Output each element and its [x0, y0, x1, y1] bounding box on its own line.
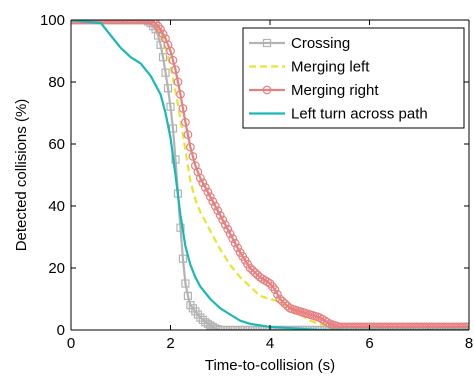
data-point: [196, 313, 205, 322]
series-line: [71, 20, 469, 330]
data-point: [156, 24, 165, 34]
legend-label: Left turn across path: [291, 106, 428, 123]
series-merging-right: [71, 20, 469, 330]
data-point: [168, 55, 178, 65]
data-point: [183, 130, 193, 140]
legend-marker: [262, 38, 272, 48]
data-point: [188, 151, 198, 161]
x-tick-label: 6: [365, 335, 373, 352]
data-point: [161, 68, 170, 77]
data-point: [213, 206, 223, 216]
legend-label: Merging left: [291, 59, 370, 76]
data-point: [228, 234, 238, 243]
data-point: [248, 265, 257, 275]
legend-label: Crossing: [291, 35, 350, 52]
data-point: [233, 243, 243, 253]
data-point: [158, 29, 168, 39]
data-point: [166, 102, 175, 111]
data-point: [171, 65, 180, 74]
data-point: [203, 187, 213, 197]
data-point: [218, 215, 228, 225]
data-point: [223, 224, 233, 234]
x-tick-label: 2: [166, 335, 174, 352]
data-point: [210, 201, 220, 211]
data-point: [178, 103, 188, 113]
data-point: [200, 182, 210, 192]
data-point: [263, 277, 272, 287]
x-tick-label: 0: [67, 335, 75, 352]
y-axis-label: Detected collisions (%): [13, 99, 30, 252]
data-point: [230, 238, 240, 248]
legend-item: Crossing: [249, 35, 350, 52]
data-point: [225, 229, 235, 239]
data-point: [171, 155, 180, 164]
data-point: [280, 299, 290, 309]
data-point: [250, 268, 260, 278]
data-point: [178, 254, 188, 263]
data-point: [198, 178, 208, 188]
y-tick-label: 100: [40, 12, 65, 29]
data-point: [195, 173, 205, 183]
data-point: [245, 263, 255, 273]
data-point: [148, 20, 158, 26]
legend-item: Merging left: [249, 59, 370, 76]
x-tick-label: 8: [465, 335, 473, 352]
y-tick-label: 20: [48, 260, 65, 277]
data-point: [275, 294, 285, 304]
data-point: [185, 142, 195, 152]
series-left-turn-across-path: [71, 20, 469, 330]
data-point: [176, 223, 185, 232]
y-tick-label: 60: [48, 136, 65, 153]
legend: Crossing Merging left Merging right Left tu…: [242, 27, 465, 129]
legend-label: Merging right: [291, 82, 379, 99]
x-tick-label: 4: [266, 335, 274, 352]
data-point: [220, 220, 230, 230]
data-point: [183, 291, 193, 300]
legend-box: [242, 27, 465, 129]
x-axis-label: Time-to-collision (s): [205, 357, 335, 374]
data-point: [163, 84, 173, 93]
y-tick-label: 0: [57, 322, 65, 339]
data-point: [181, 279, 190, 288]
legend-item: Left turn across path: [249, 106, 428, 123]
data-point: [205, 192, 215, 202]
y-tick-label: 40: [48, 198, 65, 215]
data-point: [322, 317, 332, 327]
data-point: [176, 89, 185, 99]
y-tick-label: 80: [48, 74, 65, 91]
data-point: [278, 296, 287, 306]
data-point: [158, 53, 168, 62]
data-point: [462, 322, 469, 330]
data-point: [166, 46, 175, 56]
data-point: [173, 77, 183, 87]
data-point: [273, 289, 282, 299]
legend-item: Merging right: [249, 82, 379, 99]
data-point: [215, 210, 225, 220]
data-point: [459, 322, 469, 330]
legend-marker: [262, 85, 272, 95]
data-point: [208, 196, 218, 206]
data-point: [181, 117, 190, 127]
data-point: [270, 285, 280, 295]
data-point: [464, 322, 469, 330]
